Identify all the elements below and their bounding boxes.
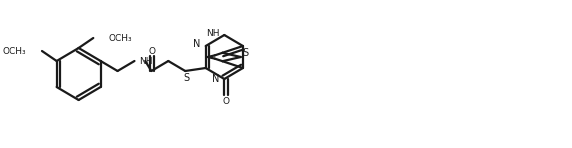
Text: S: S <box>243 48 249 58</box>
Text: OCH₃: OCH₃ <box>3 46 26 56</box>
Text: S: S <box>183 73 189 83</box>
Text: NH: NH <box>206 29 220 38</box>
Text: O: O <box>149 46 156 56</box>
Text: O: O <box>223 98 230 107</box>
Text: OCH₃: OCH₃ <box>109 33 133 42</box>
Text: NH: NH <box>140 57 153 66</box>
Text: N: N <box>193 39 201 49</box>
Text: N: N <box>212 74 220 84</box>
